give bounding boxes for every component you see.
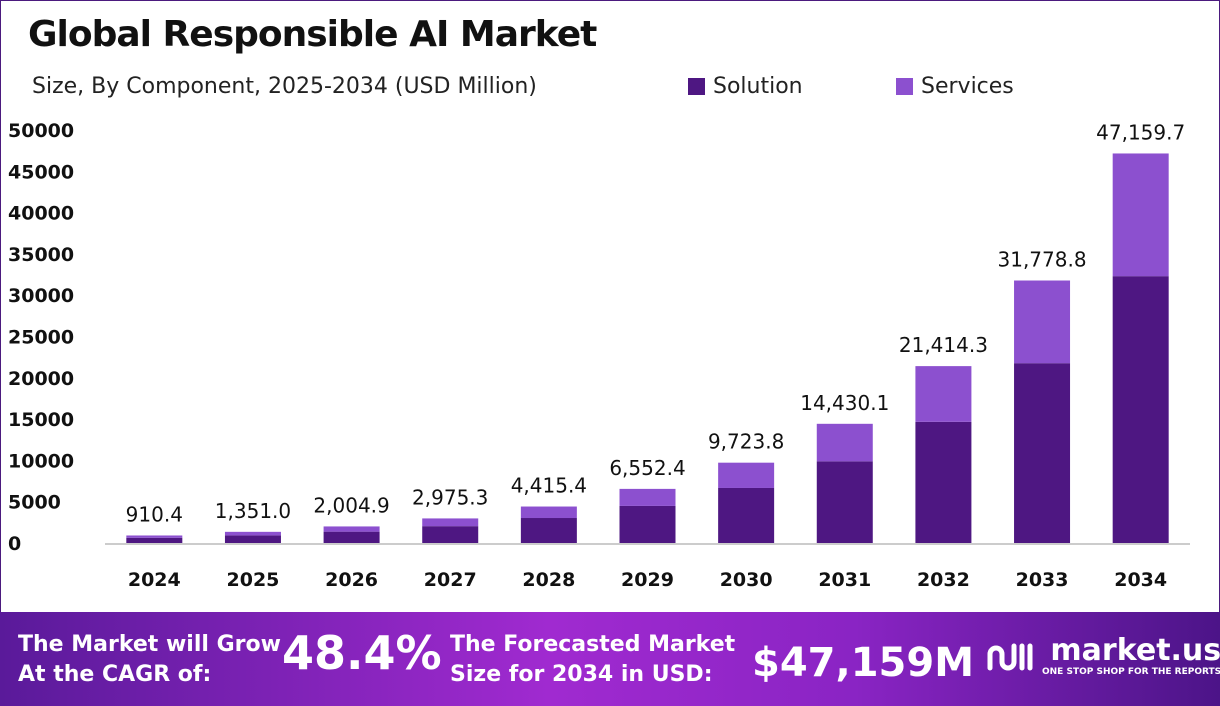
bar-solution-2024 — [126, 537, 183, 543]
forecast-value: $47,159M — [752, 640, 974, 686]
x-tick-label: 2030 — [720, 569, 773, 591]
x-tick-label: 2028 — [522, 569, 575, 591]
x-tick-label: 2034 — [1114, 569, 1167, 591]
legend-label-services: Services — [921, 74, 1014, 99]
summary-banner: The Market will Grow At the CAGR of: 48.… — [0, 612, 1220, 706]
bar-services-2026 — [323, 526, 380, 532]
bar-solution-2028 — [520, 518, 577, 543]
y-tick-label: 5000 — [8, 492, 61, 514]
x-tick-label: 2026 — [325, 569, 378, 591]
bar-services-2027 — [422, 518, 479, 527]
y-tick-label: 15000 — [8, 409, 74, 431]
bar-services-2024 — [126, 535, 183, 538]
cagr-label: The Market will Grow At the CAGR of: — [18, 630, 281, 690]
data-label-total: 14,430.1 — [800, 391, 889, 415]
y-tick-label: 50000 — [8, 120, 74, 142]
cagr-label-line2: At the CAGR of: — [18, 662, 212, 687]
y-tick-label: 20000 — [8, 368, 74, 390]
bar-solution-2026 — [323, 531, 380, 543]
chart-title: Global Responsible AI Market — [28, 14, 597, 55]
legend-item-solution: Solution — [688, 74, 803, 99]
cagr-value: 48.4% — [282, 626, 442, 680]
data-label-total: 47,159.7 — [1096, 120, 1185, 144]
x-tick-label: 2032 — [917, 569, 970, 591]
bar-solution-2032 — [915, 421, 972, 543]
bar-services-2025 — [224, 531, 281, 536]
y-tick-label: 10000 — [8, 450, 74, 472]
data-label-total: 9,723.8 — [708, 430, 784, 454]
cagr-label-line1: The Market will Grow — [18, 632, 281, 657]
legend-swatch-services — [896, 78, 913, 95]
x-tick-label: 2031 — [818, 569, 871, 591]
y-tick-label: 45000 — [8, 161, 74, 183]
x-tick-label: 2027 — [424, 569, 477, 591]
bar-solution-2029 — [619, 505, 676, 543]
bar-solution-2025 — [224, 535, 281, 543]
bar-solution-2027 — [422, 526, 479, 543]
data-label-total: 4,415.4 — [511, 474, 587, 498]
bar-services-2034 — [1112, 153, 1169, 277]
data-label-total: 31,778.8 — [998, 248, 1087, 272]
bar-services-2030 — [718, 462, 775, 488]
bar-services-2032 — [915, 366, 972, 422]
data-label-total: 2,004.9 — [313, 493, 389, 517]
forecast-label-line1: The Forecasted Market — [450, 632, 736, 657]
bar-solution-2033 — [1014, 363, 1071, 543]
legend-item-services: Services — [896, 74, 1014, 99]
data-label-total: 6,552.4 — [609, 456, 685, 480]
bar-services-2033 — [1014, 280, 1071, 364]
data-label-total: 1,351.0 — [215, 499, 291, 523]
logo-tagline: ONE STOP SHOP FOR THE REPORTS — [1042, 667, 1220, 677]
x-tick-label: 2024 — [128, 569, 181, 591]
bar-services-2031 — [816, 423, 873, 462]
bar-services-2029 — [619, 488, 676, 506]
bar-services-2028 — [520, 506, 577, 519]
legend-label-solution: Solution — [713, 74, 803, 99]
y-tick-label: 40000 — [8, 203, 74, 225]
legend-swatch-solution — [688, 78, 705, 95]
forecast-label-line2: Size for 2034 in USD: — [450, 662, 713, 687]
bar-chart: 0 5000 10000 15000 20000 25000 30000 35000 40000… — [8, 120, 1190, 591]
y-tick-label: 35000 — [8, 244, 74, 266]
data-label-total: 2,975.3 — [412, 485, 488, 509]
y-tick-label: 25000 — [8, 327, 74, 349]
bar-solution-2030 — [718, 487, 775, 543]
x-tick-label: 2029 — [621, 569, 674, 591]
logo-icon — [987, 643, 1033, 671]
x-tick-label: 2025 — [227, 569, 280, 591]
logo-name: market.us — [1050, 633, 1220, 668]
data-label-total: 21,414.3 — [899, 333, 988, 357]
y-tick-label: 30000 — [8, 285, 74, 307]
marketus-logo: market.us ONE STOP SHOP FOR THE REPORTS — [986, 636, 1220, 678]
y-tick-label: 0 — [8, 533, 21, 555]
bar-solution-2031 — [816, 461, 873, 543]
x-tick-label: 2033 — [1016, 569, 1069, 591]
data-label-total: 910.4 — [126, 502, 183, 526]
forecast-label: The Forecasted Market Size for 2034 in U… — [450, 630, 735, 690]
bar-solution-2034 — [1112, 276, 1169, 543]
chart-subtitle: Size, By Component, 2025-2034 (USD Milli… — [32, 74, 537, 99]
